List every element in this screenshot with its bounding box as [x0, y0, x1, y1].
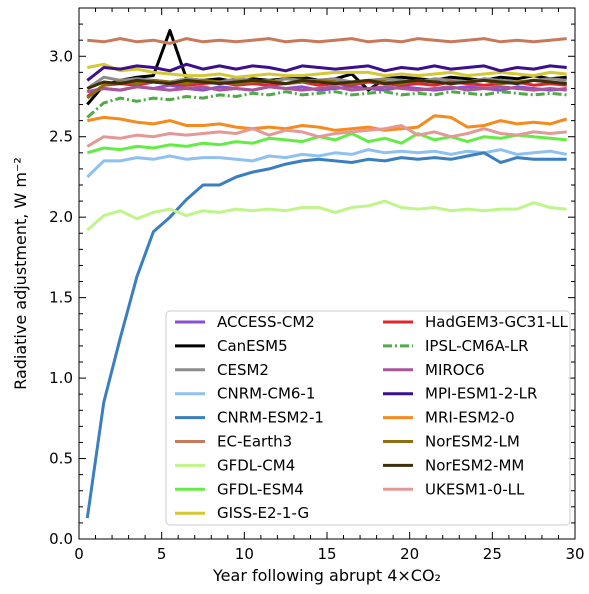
legend-label: NorESM2-LM — [425, 433, 520, 451]
legend-label: EC-Earth3 — [217, 433, 292, 451]
y-axis-label: Radiative adjustment, W m⁻² — [11, 157, 30, 390]
series-line-ipsl-cm6a-lr — [86, 90, 567, 119]
y-tick-label: 1.0 — [49, 369, 73, 387]
y-tick-label: 2.0 — [49, 208, 73, 226]
legend-label: MPI-ESM1-2-LR — [425, 385, 537, 403]
legend-label: HadGEM3-GC31-LL — [425, 313, 568, 331]
legend-label: GISS-E2-1-G — [217, 504, 309, 522]
legend-label: GFDL-CM4 — [217, 456, 295, 474]
legend-label: ACCESS-CM2 — [217, 313, 315, 331]
series-line-ec-earth3 — [87, 37, 567, 45]
plot-lines — [85, 29, 568, 519]
x-tick-label: 0 — [74, 545, 84, 563]
x-tick-label: 5 — [157, 545, 167, 563]
legend: ACCESS-CM2 CanESM5 CESM2 CNRM-CM6-1 CNRM-ESM… — [165, 310, 571, 526]
series-line-cnrm-esm2-1 — [85, 151, 567, 519]
series-line-mri-esm2-0 — [87, 114, 568, 132]
series-line-miroc6 — [87, 85, 567, 94]
legend-label: CNRM-CM6-1 — [217, 385, 315, 403]
legend-label: MRI-ESM2-0 — [425, 409, 515, 427]
y-tick-label: 0.0 — [49, 530, 73, 548]
axis-ticks: 0 5 10 15 20 25 30 0.0 0.5 1.0 1.5 2.0 2.5 3.0 — [49, 8, 585, 563]
series-line-cnrm-cm6-1 — [86, 148, 567, 179]
legend-label: UKESM1-0-LL — [425, 480, 525, 498]
x-axis-label: Year following abrupt 4×CO₂ — [212, 566, 441, 585]
series-line-gfdl-esm4 — [86, 132, 567, 155]
x-tick-label: 15 — [317, 545, 336, 563]
series-line-giss-e2-1-g — [87, 62, 567, 79]
legend-label: NorESM2-MM — [425, 456, 524, 474]
legend-label: MIROC6 — [425, 361, 485, 379]
legend-label: GFDL-ESM4 — [217, 480, 304, 498]
x-tick-label: 10 — [235, 545, 254, 563]
y-tick-label: 3.0 — [49, 47, 73, 65]
x-tick-label: 30 — [565, 545, 584, 563]
series-line-gfdl-cm4 — [86, 199, 567, 232]
x-tick-label: 20 — [400, 545, 419, 563]
legend-label: IPSL-CM6A-LR — [425, 337, 529, 355]
legend-label: CESM2 — [217, 361, 269, 379]
y-tick-label: 0.5 — [49, 450, 73, 468]
legend-label: CanESM5 — [217, 337, 288, 355]
series-line-ukesm1-0-ll — [86, 124, 567, 148]
legend-label: CNRM-ESM2-1 — [217, 409, 324, 427]
series-line-noresm2-mm — [86, 78, 567, 90]
series-line-mpi-esm1-2-lr — [86, 62, 567, 82]
y-tick-label: 1.5 — [49, 289, 73, 307]
x-tick-label: 25 — [483, 545, 502, 563]
legend-box — [165, 310, 571, 526]
y-tick-label: 2.5 — [49, 128, 73, 146]
